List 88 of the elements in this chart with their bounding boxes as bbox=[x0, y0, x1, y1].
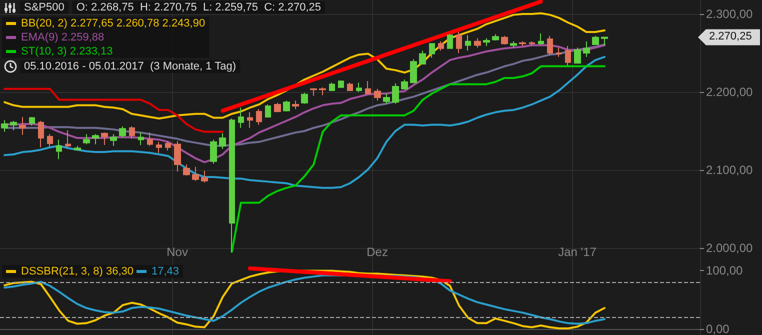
candlestick bbox=[156, 141, 162, 154]
candlestick bbox=[383, 93, 390, 104]
y-tick-label: 2.100,00 bbox=[706, 162, 754, 177]
y-tick-label: 2.300,00 bbox=[706, 7, 754, 22]
candlestick bbox=[92, 134, 99, 145]
x-tick-label: Jan '17 bbox=[558, 245, 597, 259]
candlestick bbox=[210, 139, 217, 164]
line-series bbox=[4, 12, 606, 120]
x-tick-label: Dez bbox=[366, 245, 388, 259]
candlestick bbox=[265, 104, 271, 118]
candlestick bbox=[510, 40, 517, 48]
candlestick bbox=[219, 132, 226, 150]
candlestick bbox=[10, 120, 17, 131]
candlestick bbox=[238, 107, 244, 128]
candlestick bbox=[429, 43, 435, 58]
candlestick bbox=[165, 140, 171, 151]
y-tick-label: 0,00 bbox=[706, 322, 730, 335]
candlestick bbox=[29, 116, 35, 126]
legend-label: ST(10, 3) 2.233,13 bbox=[21, 46, 113, 58]
candlestick bbox=[319, 86, 326, 96]
legend-label: DSSBR(21, 3, 8) 36,30 bbox=[21, 266, 134, 278]
candlestick bbox=[538, 33, 544, 45]
candlestick bbox=[19, 116, 26, 136]
candlestick bbox=[38, 120, 44, 148]
candlestick bbox=[438, 40, 444, 52]
candlestick bbox=[201, 170, 208, 183]
candlestick bbox=[229, 118, 235, 252]
candlestick bbox=[365, 80, 371, 94]
candlestick bbox=[501, 35, 508, 45]
candlestick bbox=[65, 130, 71, 148]
candlestick bbox=[529, 40, 535, 47]
candlestick bbox=[74, 145, 81, 151]
line-series bbox=[4, 56, 606, 189]
chart-title: S&P500 bbox=[24, 2, 64, 14]
candlestick bbox=[138, 132, 144, 146]
candlestick bbox=[347, 82, 353, 91]
y-tick-label: 100,00 bbox=[706, 264, 744, 278]
candlestick bbox=[174, 140, 181, 172]
candlestick bbox=[392, 82, 399, 104]
legend-label: EMA(9) 2.259,88 bbox=[21, 32, 104, 44]
candlestick bbox=[574, 47, 581, 64]
candlestick bbox=[110, 134, 117, 146]
candlestick bbox=[310, 88, 317, 96]
candlestick bbox=[292, 100, 299, 110]
candlestick bbox=[47, 134, 53, 148]
candlestick bbox=[83, 134, 90, 145]
candlestick bbox=[129, 126, 135, 140]
candlestick bbox=[147, 132, 153, 146]
candlestick bbox=[556, 47, 562, 58]
candlestick bbox=[492, 34, 499, 42]
candlestick bbox=[519, 40, 526, 47]
y-tick-label: 2.200,00 bbox=[706, 85, 754, 100]
y-tick-label: 2.000,00 bbox=[706, 240, 754, 255]
candlestick bbox=[456, 31, 462, 54]
x-tick-label: Nov bbox=[166, 245, 188, 259]
candlestick bbox=[247, 112, 253, 128]
candlestick bbox=[401, 79, 408, 90]
chart-subtitle: O: 2.268,75 H: 2.270,75 L: 2.259,75 C: 2.270,25 bbox=[76, 2, 321, 14]
candlestick bbox=[192, 166, 199, 182]
candlestick bbox=[474, 38, 481, 48]
candlestick bbox=[483, 38, 490, 47]
candlestick bbox=[56, 139, 62, 160]
candlestick bbox=[274, 102, 281, 113]
candlestick bbox=[119, 126, 126, 138]
candlestick bbox=[301, 92, 308, 104]
candlestick bbox=[601, 36, 608, 46]
text: 2.270,25 bbox=[709, 30, 752, 43]
candlestick bbox=[101, 132, 108, 146]
candlestick bbox=[183, 164, 190, 176]
candlestick bbox=[283, 100, 290, 112]
legend-label: BB(20, 2) 2.277,65 2.260,78 2.243,90 bbox=[21, 18, 206, 30]
candlestick bbox=[583, 40, 590, 58]
candlestick bbox=[592, 35, 599, 45]
legend-label: 17,43 bbox=[152, 266, 180, 278]
candlestick bbox=[374, 88, 381, 102]
candlestick bbox=[329, 82, 335, 91]
candlestick bbox=[547, 35, 553, 56]
candlestick bbox=[447, 34, 453, 49]
candlestick bbox=[338, 80, 344, 88]
candlestick bbox=[256, 108, 262, 126]
candlestick bbox=[565, 46, 571, 66]
candlestick bbox=[465, 34, 471, 52]
annotation: 05.10.2016 - 05.01.2017 (3 Monate, 1 Tag) bbox=[24, 60, 236, 72]
candlestick bbox=[410, 58, 417, 84]
candlestick bbox=[1, 120, 8, 132]
candlestick bbox=[356, 82, 362, 93]
candlestick bbox=[419, 50, 426, 64]
line-series bbox=[4, 88, 224, 133]
